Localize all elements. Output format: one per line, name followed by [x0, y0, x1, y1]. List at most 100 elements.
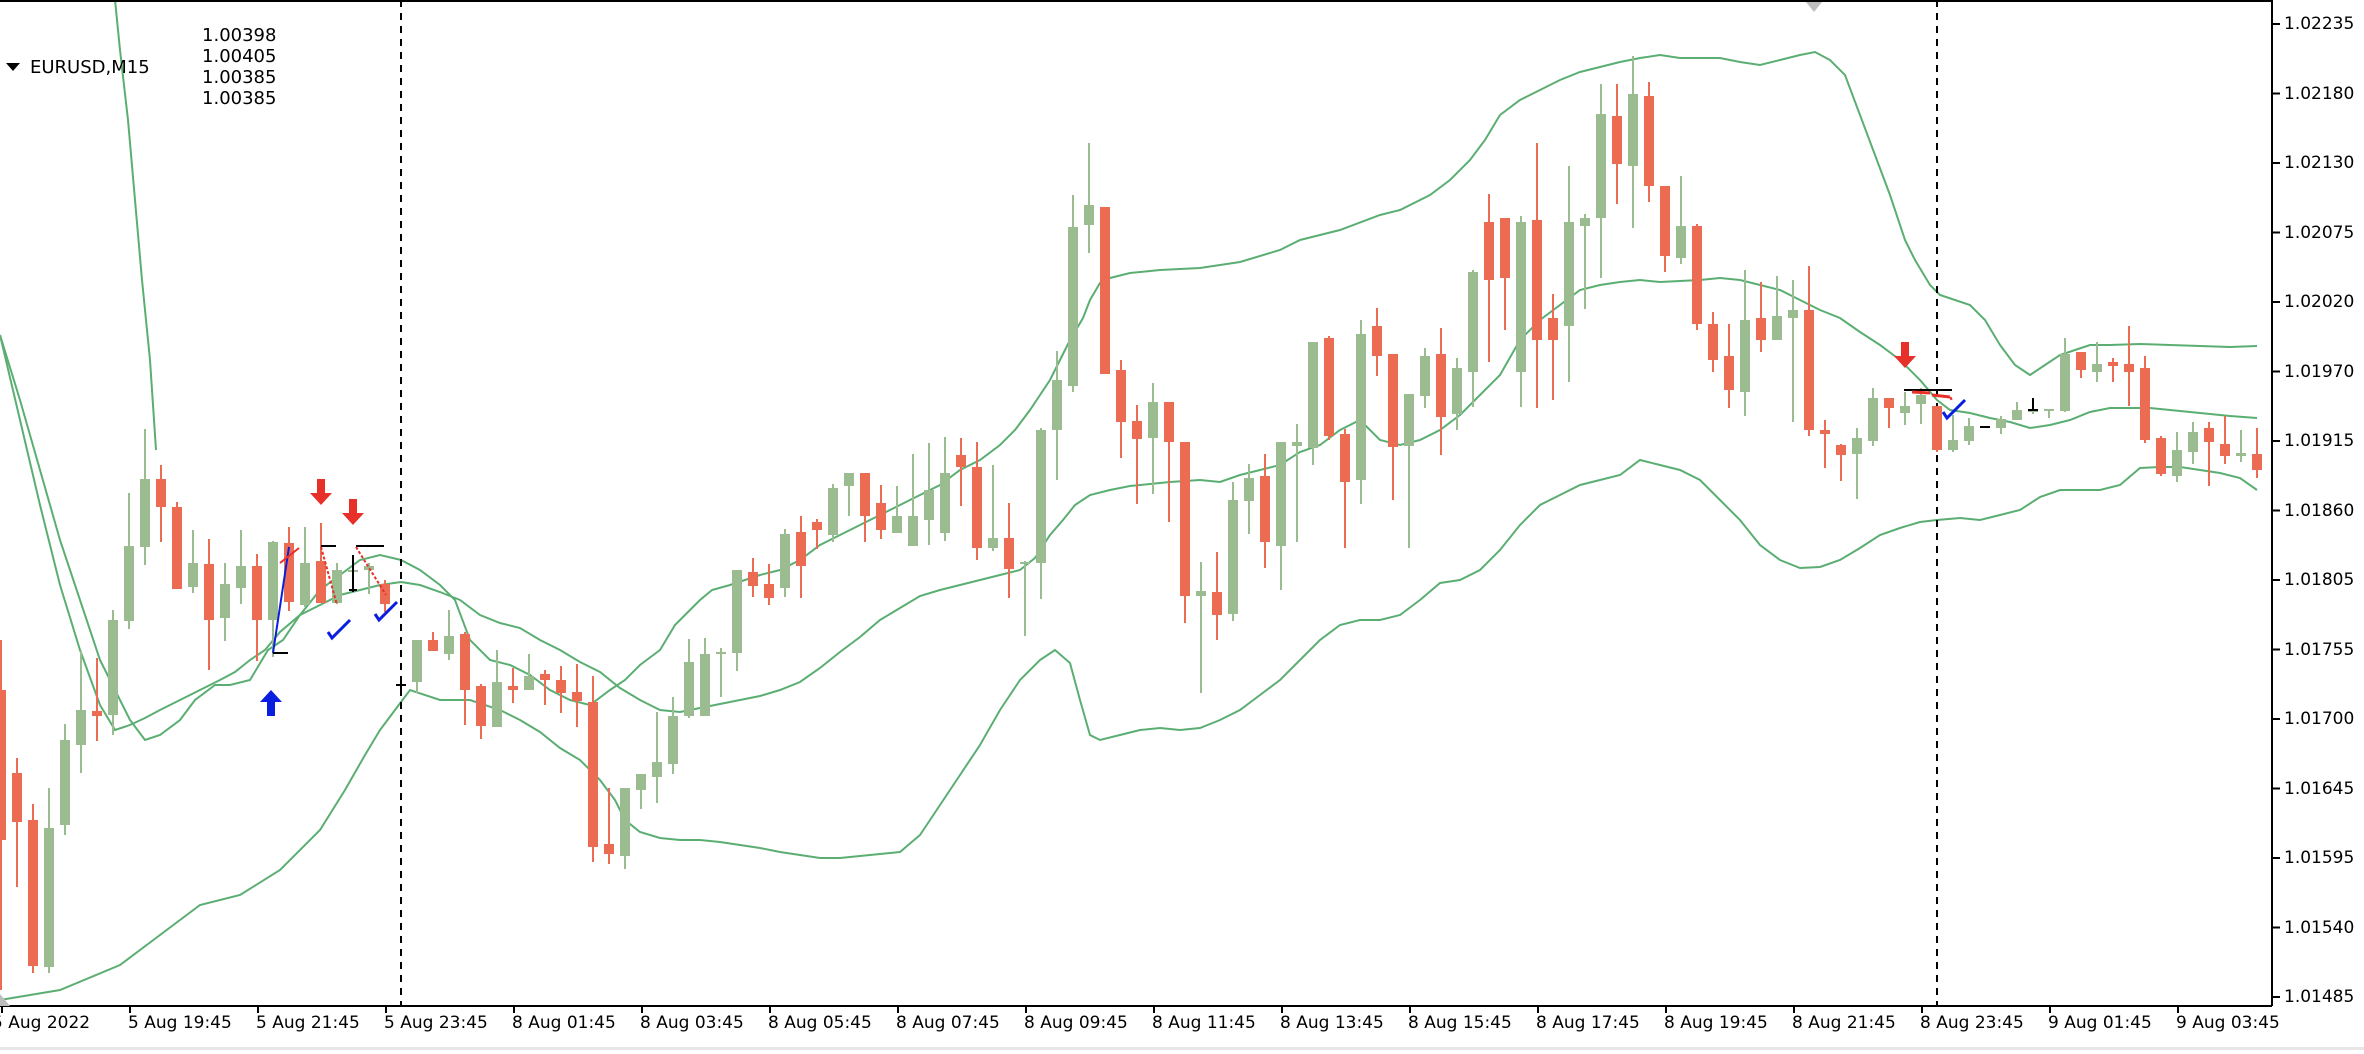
- candle: [124, 493, 134, 629]
- candle: [380, 580, 390, 612]
- candlesticks: [0, 56, 2262, 990]
- candle: [508, 668, 518, 703]
- price-tick-label: 1.01755: [2284, 639, 2355, 660]
- candle: [268, 541, 278, 657]
- candle: [1068, 195, 1078, 392]
- candle: [1452, 358, 1462, 430]
- price-tick-label: 1.02235: [2284, 14, 2355, 34]
- candle: [1276, 442, 1286, 590]
- candle: [2220, 416, 2230, 464]
- trade-drawings: [272, 389, 2038, 690]
- price-tick-label: 1.01805: [2284, 570, 2355, 590]
- candle: [572, 664, 582, 727]
- candle: [60, 724, 70, 835]
- candle: [2204, 422, 2214, 486]
- buy-trade-line: [272, 546, 290, 654]
- candle: [12, 758, 22, 887]
- chart-shift-marker-icon[interactable]: [1806, 2, 1822, 12]
- sell-arrow-icon: [1894, 342, 1916, 368]
- candle: [1148, 383, 1158, 494]
- candle: [44, 788, 54, 973]
- time-tick-label: 8 Aug 11:45: [1152, 1013, 1256, 1033]
- price-tick-label: 1.01540: [2284, 917, 2355, 938]
- time-tick-label: 8 Aug 23:45: [1920, 1013, 2024, 1033]
- price-tick-label: 1.02130: [2284, 153, 2355, 173]
- time-tick-label: 8 Aug 17:45: [1536, 1013, 1640, 1033]
- candle: [668, 697, 678, 774]
- candle: [1404, 394, 1414, 548]
- price-tick-label: 1.01700: [2284, 709, 2355, 729]
- candle: [1436, 328, 1446, 455]
- candle: [844, 473, 854, 516]
- time-tick-label: 8 Aug 07:45: [896, 1013, 1000, 1033]
- candle: [2012, 402, 2022, 420]
- candle: [1340, 429, 1350, 548]
- open-value: 1.00398: [202, 25, 277, 46]
- candle: [1836, 444, 1846, 481]
- candle: [1516, 216, 1526, 407]
- candle: [588, 676, 598, 862]
- collapse-triangle-icon[interactable]: [6, 63, 20, 71]
- candle: [1676, 176, 1686, 264]
- candle: [908, 454, 918, 546]
- candle: [988, 465, 998, 551]
- candle: [1004, 503, 1014, 598]
- candle: [604, 788, 614, 864]
- candle: [892, 486, 902, 533]
- candle: [828, 484, 838, 542]
- time-tick-label: 5 Aug 23:45: [384, 1013, 488, 1033]
- candle: [2140, 356, 2150, 443]
- candle: [1548, 294, 1558, 400]
- candle: [956, 438, 966, 506]
- axes: [0, 0, 2273, 1007]
- candle: [652, 712, 662, 803]
- candle: [1804, 266, 1814, 436]
- symbol-timeframe: EURUSD,M15: [30, 56, 150, 78]
- candle: [204, 539, 214, 670]
- candle: [1052, 351, 1062, 480]
- candle: [1868, 388, 1878, 446]
- candle: [428, 632, 438, 651]
- candle: [1020, 561, 1030, 636]
- candle: [2188, 422, 2198, 464]
- candle: [1388, 354, 1398, 500]
- time-tick-label: 8 Aug 19:45: [1664, 1013, 1768, 1033]
- time-tick-label: 8 Aug 01:45: [512, 1013, 616, 1033]
- sell-trade-line: [355, 546, 387, 596]
- candle: [732, 570, 742, 671]
- candle: [140, 429, 150, 565]
- take-profit-check-icon: [1941, 398, 1967, 421]
- candle: [236, 530, 246, 604]
- sell-arrow-icon: [342, 499, 364, 525]
- low-value: 1.00385: [202, 67, 277, 88]
- candle: [108, 610, 118, 735]
- candle: [492, 650, 502, 727]
- candle: [1036, 428, 1046, 599]
- candle: [1164, 402, 1174, 522]
- bollinger-upper-band: [0, 50, 2258, 742]
- candle: [1932, 406, 1942, 452]
- bollinger-bands: [0, 0, 2258, 1001]
- price-tick-label: 1.01595: [2284, 848, 2355, 868]
- candle: [1740, 270, 1750, 416]
- price-tick-label: 1.02075: [2284, 222, 2355, 243]
- candle: [332, 563, 342, 604]
- time-tick-label: 8 Aug 03:45: [640, 1013, 744, 1033]
- time-tick-label: 8 Aug 09:45: [1024, 1013, 1128, 1033]
- candle: [1196, 562, 1206, 693]
- candle: [1292, 424, 1302, 542]
- candle: [220, 563, 230, 641]
- time-tick-label: 5 Aug 19:45: [128, 1013, 232, 1033]
- signal-arrows: [260, 342, 1916, 716]
- candle: [1708, 312, 1718, 372]
- take-profit-check-icon: [373, 600, 399, 623]
- candle: [1756, 282, 1766, 352]
- candle: [188, 530, 198, 593]
- bottom-scrollbar-strip[interactable]: [0, 1047, 2364, 1050]
- candle: [1564, 166, 1574, 382]
- candle: [2044, 409, 2054, 418]
- candle: [476, 684, 486, 739]
- candle: [2076, 352, 2086, 378]
